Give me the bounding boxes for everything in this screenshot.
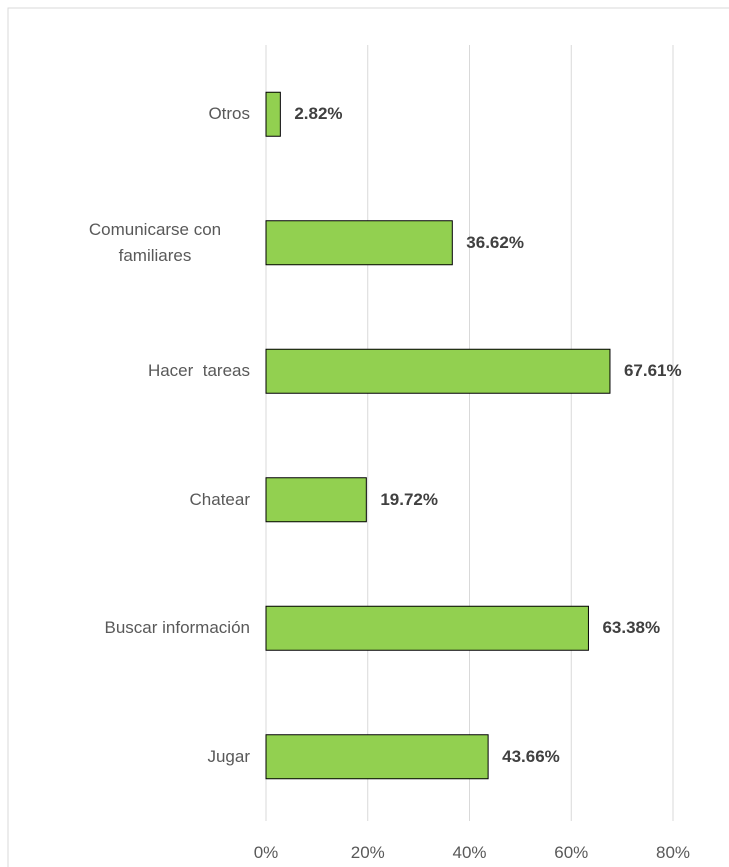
data-label: 36.62% [466,232,524,252]
data-label: 67.61% [623,361,682,381]
y-tick-label: Buscar información [104,618,250,638]
bar [265,348,611,394]
data-label: 63.38% [602,618,661,638]
y-tick-label: Hacer tareas [147,361,250,381]
x-tick-label: 20% [350,843,385,862]
bar [265,220,453,266]
x-tick-label: 40% [452,843,487,862]
data-label: 19.72% [380,489,438,509]
bar [265,734,489,780]
data-label: 43.66% [502,746,560,766]
y-tick-label: Jugar [207,746,250,766]
y-tick-label: Comunicarse con familiares [88,219,226,265]
x-tick-label: 60% [554,843,589,862]
y-tick-label: Otros [208,104,250,124]
bar [265,477,367,523]
bar [265,91,281,137]
bar [265,605,589,651]
frame [7,7,729,867]
x-tick-label: 0% [253,843,279,862]
data-label: 2.82% [294,104,343,124]
x-tick-label: 80% [655,843,691,862]
y-tick-label: Chatear [189,489,250,509]
